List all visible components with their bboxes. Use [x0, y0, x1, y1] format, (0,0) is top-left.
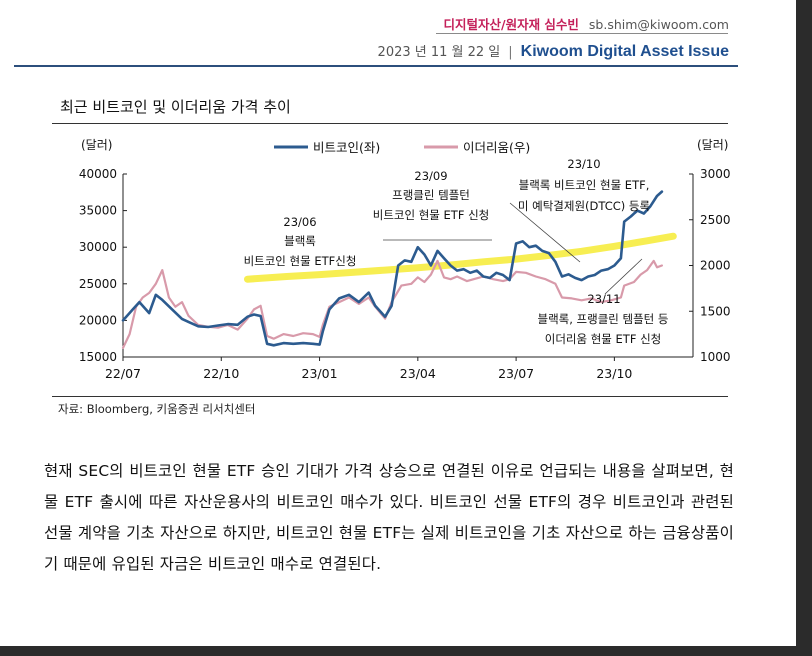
y-left-tick-label: 35000 [79, 204, 117, 218]
header-rule [14, 65, 738, 67]
annotation-text: 미 예탁결제원(DTCC) 등록 [518, 199, 650, 213]
y-right-label: (달러) [697, 138, 728, 152]
x-tick-label: 22/10 [203, 366, 239, 381]
report-date: 2023 년 11 월 22 일 [377, 45, 501, 60]
annotation-pointer-line [509, 202, 581, 263]
figure-top-rule [52, 123, 728, 124]
trend-highlight-line [244, 232, 677, 283]
annotation-text: 23/10 [567, 157, 600, 171]
x-tick-label: 22/07 [105, 366, 141, 381]
annotation-text: 블랙록 [284, 234, 316, 248]
y-right-tick-label: 1000 [700, 350, 731, 364]
author-email: sb.shim@kiwoom.com [588, 17, 729, 32]
author-name: 디지털자산/원자재 심수빈 [443, 17, 579, 32]
y-left-tick-label: 40000 [79, 167, 117, 181]
x-tick-label: 23/04 [400, 366, 436, 381]
legend-label: 비트코인(좌) [313, 140, 380, 155]
y-right-tick-label: 2000 [700, 259, 731, 273]
y-right-tick-label: 2500 [700, 213, 731, 227]
y-left-tick-label: 25000 [79, 277, 117, 291]
x-tick-label: 23/01 [302, 366, 338, 381]
annotation-text: 23/09 [414, 169, 447, 183]
body-paragraph: 현재 SEC의 비트코인 현물 ETF 승인 기대가 가격 상승으로 연결된 이… [44, 462, 734, 573]
figure-title: 최근 비트코인 및 이더리움 가격 추이 [60, 98, 291, 116]
y-right-tick-label: 3000 [700, 167, 731, 181]
annotation-pointer-line [604, 258, 643, 295]
y-left-tick-label: 15000 [79, 350, 117, 364]
y-left-tick-label: 30000 [79, 240, 117, 254]
annotation-text: 프랭클린 템플턴 [392, 188, 470, 202]
x-tick-label: 23/10 [596, 366, 632, 381]
figure-bottom-rule [52, 396, 728, 397]
header-divider [436, 33, 728, 34]
y-left-label: (달러) [81, 138, 112, 152]
report-date-line: 2023 년 11 월 22 일 | Kiwoom Digital Asset Is… [378, 41, 729, 61]
price-chart: (달러) (달러) 15000 20000 25000 30000 35000 40000 10… [79, 138, 731, 381]
annotation-text: 이더리움 현물 ETF 신청 [545, 332, 662, 346]
document-page: 디지털자산/원자재 심수빈 sb.shim@kiwoom.com 2023 년 … [0, 0, 796, 646]
x-tick-label: 23/07 [498, 366, 534, 381]
report-author-line: 디지털자산/원자재 심수빈 sb.shim@kiwoom.com [444, 14, 730, 33]
report-brand: Kiwoom Digital Asset Issue [520, 43, 729, 60]
annotation-text: 23/06 [283, 215, 316, 229]
annotation-text: 비트코인 현물 ETF신청 [244, 254, 357, 268]
header-separator: | [508, 45, 513, 60]
y-left-tick-label: 20000 [79, 313, 117, 327]
annotation-text: 블랙록 비트코인 현물 ETF, [519, 178, 650, 192]
legend-label: 이더리움(우) [463, 140, 530, 155]
y-right-tick-label: 1500 [700, 304, 731, 318]
annotation-text: 비트코인 현물 ETF 신청 [373, 208, 490, 222]
bitcoin-series-line [121, 190, 664, 347]
annotation-text: 블랙록, 프랭클린 템플턴 등 [537, 312, 668, 326]
figure-source: 자료: Bloomberg, 키움증권 리서치센터 [58, 402, 256, 416]
annotation-text: 23/11 [587, 292, 620, 306]
